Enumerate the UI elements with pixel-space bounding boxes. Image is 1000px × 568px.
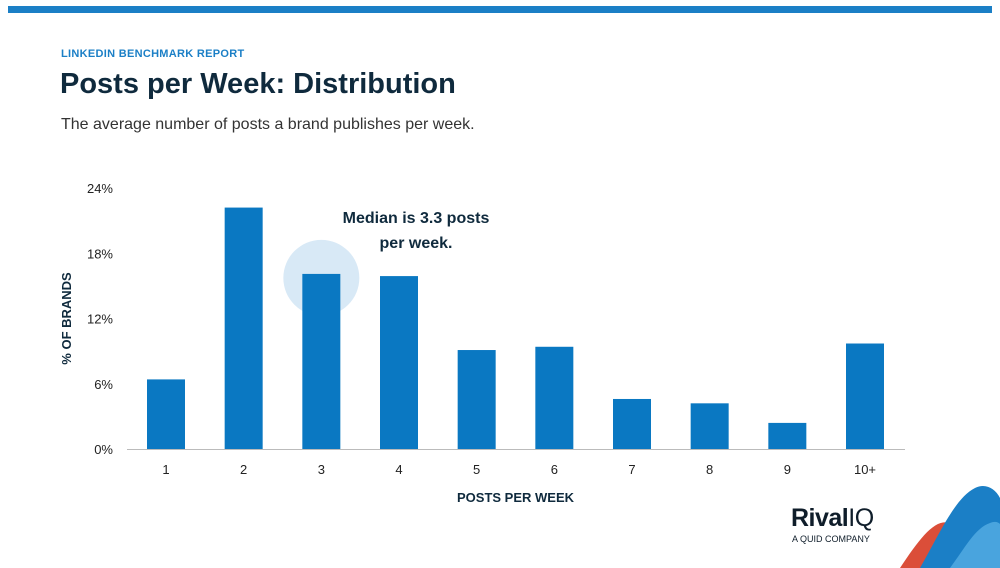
x-tick-label-6: 6 [551,462,558,477]
report-eyebrow: LINKEDIN BENCHMARK REPORT [61,48,245,60]
brand-name-rival: Rival [791,504,849,532]
bar-1 [147,379,185,449]
median-annotation-line2: per week. [380,235,453,252]
bar-2 [224,207,263,449]
brand-tagline: A QUID COMPANY [792,534,870,544]
x-tick-label-10+: 10+ [854,462,876,477]
y-tick-label-12: 12% [87,312,113,327]
x-tick-label-5: 5 [473,462,480,477]
brand-name-iq: IQ [848,504,874,532]
y-tick-label-18: 18% [87,246,113,261]
x-tick-label-2: 2 [240,462,247,477]
bar-7 [613,398,651,449]
page-subtitle: The average number of posts a brand publ… [61,116,475,133]
x-tick-label-9: 9 [784,462,791,477]
median-annotation-line1: Median is 3.3 posts [343,210,490,227]
x-tick-label-1: 1 [162,462,169,477]
x-tick-label-7: 7 [628,462,635,477]
x-axis-label: POSTS PER WEEK [457,490,575,505]
x-tick-label-4: 4 [395,462,402,477]
y-axis-label: % OF BRANDS [59,272,74,365]
top-accent-bar [0,0,1000,14]
brand-wave-graphic [900,486,1000,568]
x-tick-label-3: 3 [318,462,325,477]
bar-8 [690,403,729,449]
y-tick-label-0: 0% [94,442,113,457]
bar-6 [535,346,574,449]
rival-iq-logo: RivalIQ A QUID COMPANY [791,504,1000,568]
bar-10+ [846,343,884,449]
y-tick-label-24: 24% [87,181,113,196]
page-title: Posts per Week: Distribution [60,68,456,100]
bar-9 [768,422,807,449]
bar-chart: 1 2 3 4 5 6 7 8 9 10+ 0% 6% 12% 18% 24% % OF BRANDS PO… [59,181,905,505]
bar-4 [380,276,418,449]
x-tick-label-8: 8 [706,462,713,477]
bar-3 [302,273,341,449]
top-accent-stripe [8,6,992,13]
y-tick-label-6: 6% [94,377,113,392]
brand-name: RivalIQ [791,504,874,533]
bar-5 [457,350,496,449]
